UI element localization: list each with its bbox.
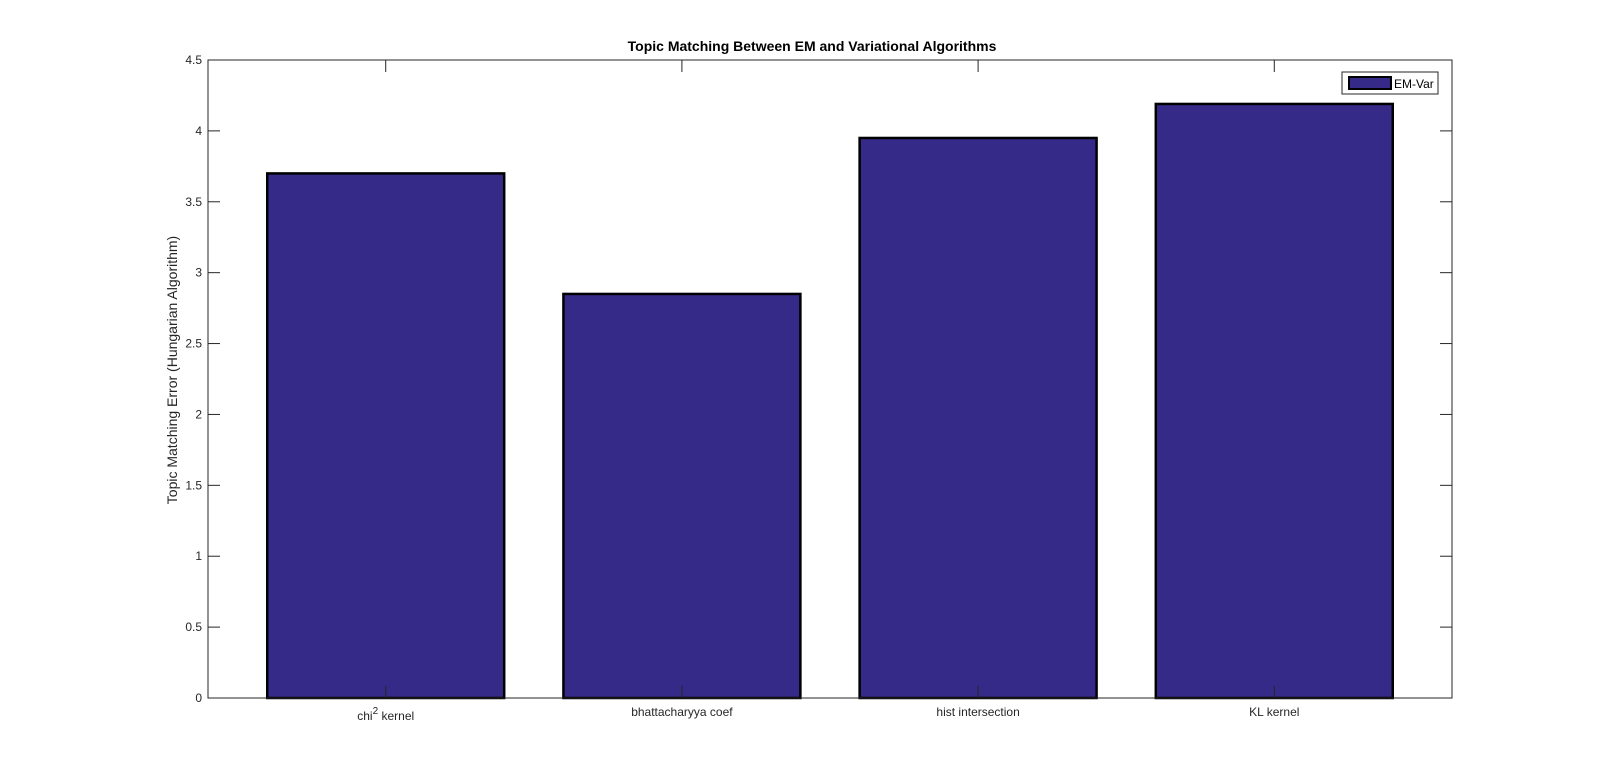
axes-group [207, 59, 1453, 699]
chart-title: Topic Matching Between EM and Variationa… [628, 38, 997, 54]
y-tick-label-5: 2.5 [185, 337, 202, 351]
y-tick-label-9: 4.5 [185, 53, 202, 67]
x-tick-label-0: chi2 kernel [357, 706, 414, 723]
y-tick-label-1: 0.5 [185, 620, 202, 634]
y-tick-label-2: 1 [195, 549, 202, 563]
bars-group [265, 102, 1395, 700]
x-tick-label-1: bhattacharyya coef [631, 705, 733, 719]
y-axis-label: Topic Matching Error (Hungarian Algorith… [164, 236, 180, 504]
bar-2 [562, 292, 802, 700]
legend-swatch [1348, 76, 1392, 90]
legend: EM-Var [1341, 71, 1439, 95]
x-tick-label-3: KL kernel [1249, 705, 1299, 719]
y-tick-label-8: 4 [195, 124, 202, 138]
bar-4 [1154, 102, 1395, 700]
y-tick-label-3: 1.5 [185, 478, 202, 492]
x-tick-label-2: hist intersection [936, 705, 1019, 719]
y-tick-label-6: 3 [195, 266, 202, 280]
y-ticks-group: 0 0.5 1 1.5 2 2.5 3 3.5 4 4.5 [185, 53, 1452, 705]
bar-1 [265, 172, 506, 700]
plot-frame [207, 59, 1453, 699]
y-tick-label-7: 3.5 [185, 195, 202, 209]
bar-3 [858, 136, 1098, 700]
y-tick-label-0: 0 [195, 691, 202, 705]
y-tick-label-4: 2 [195, 407, 202, 421]
legend-label: EM-Var [1394, 77, 1434, 91]
x-ticks-group: chi2 kernel bhattacharyya coef hist inters… [357, 60, 1299, 723]
